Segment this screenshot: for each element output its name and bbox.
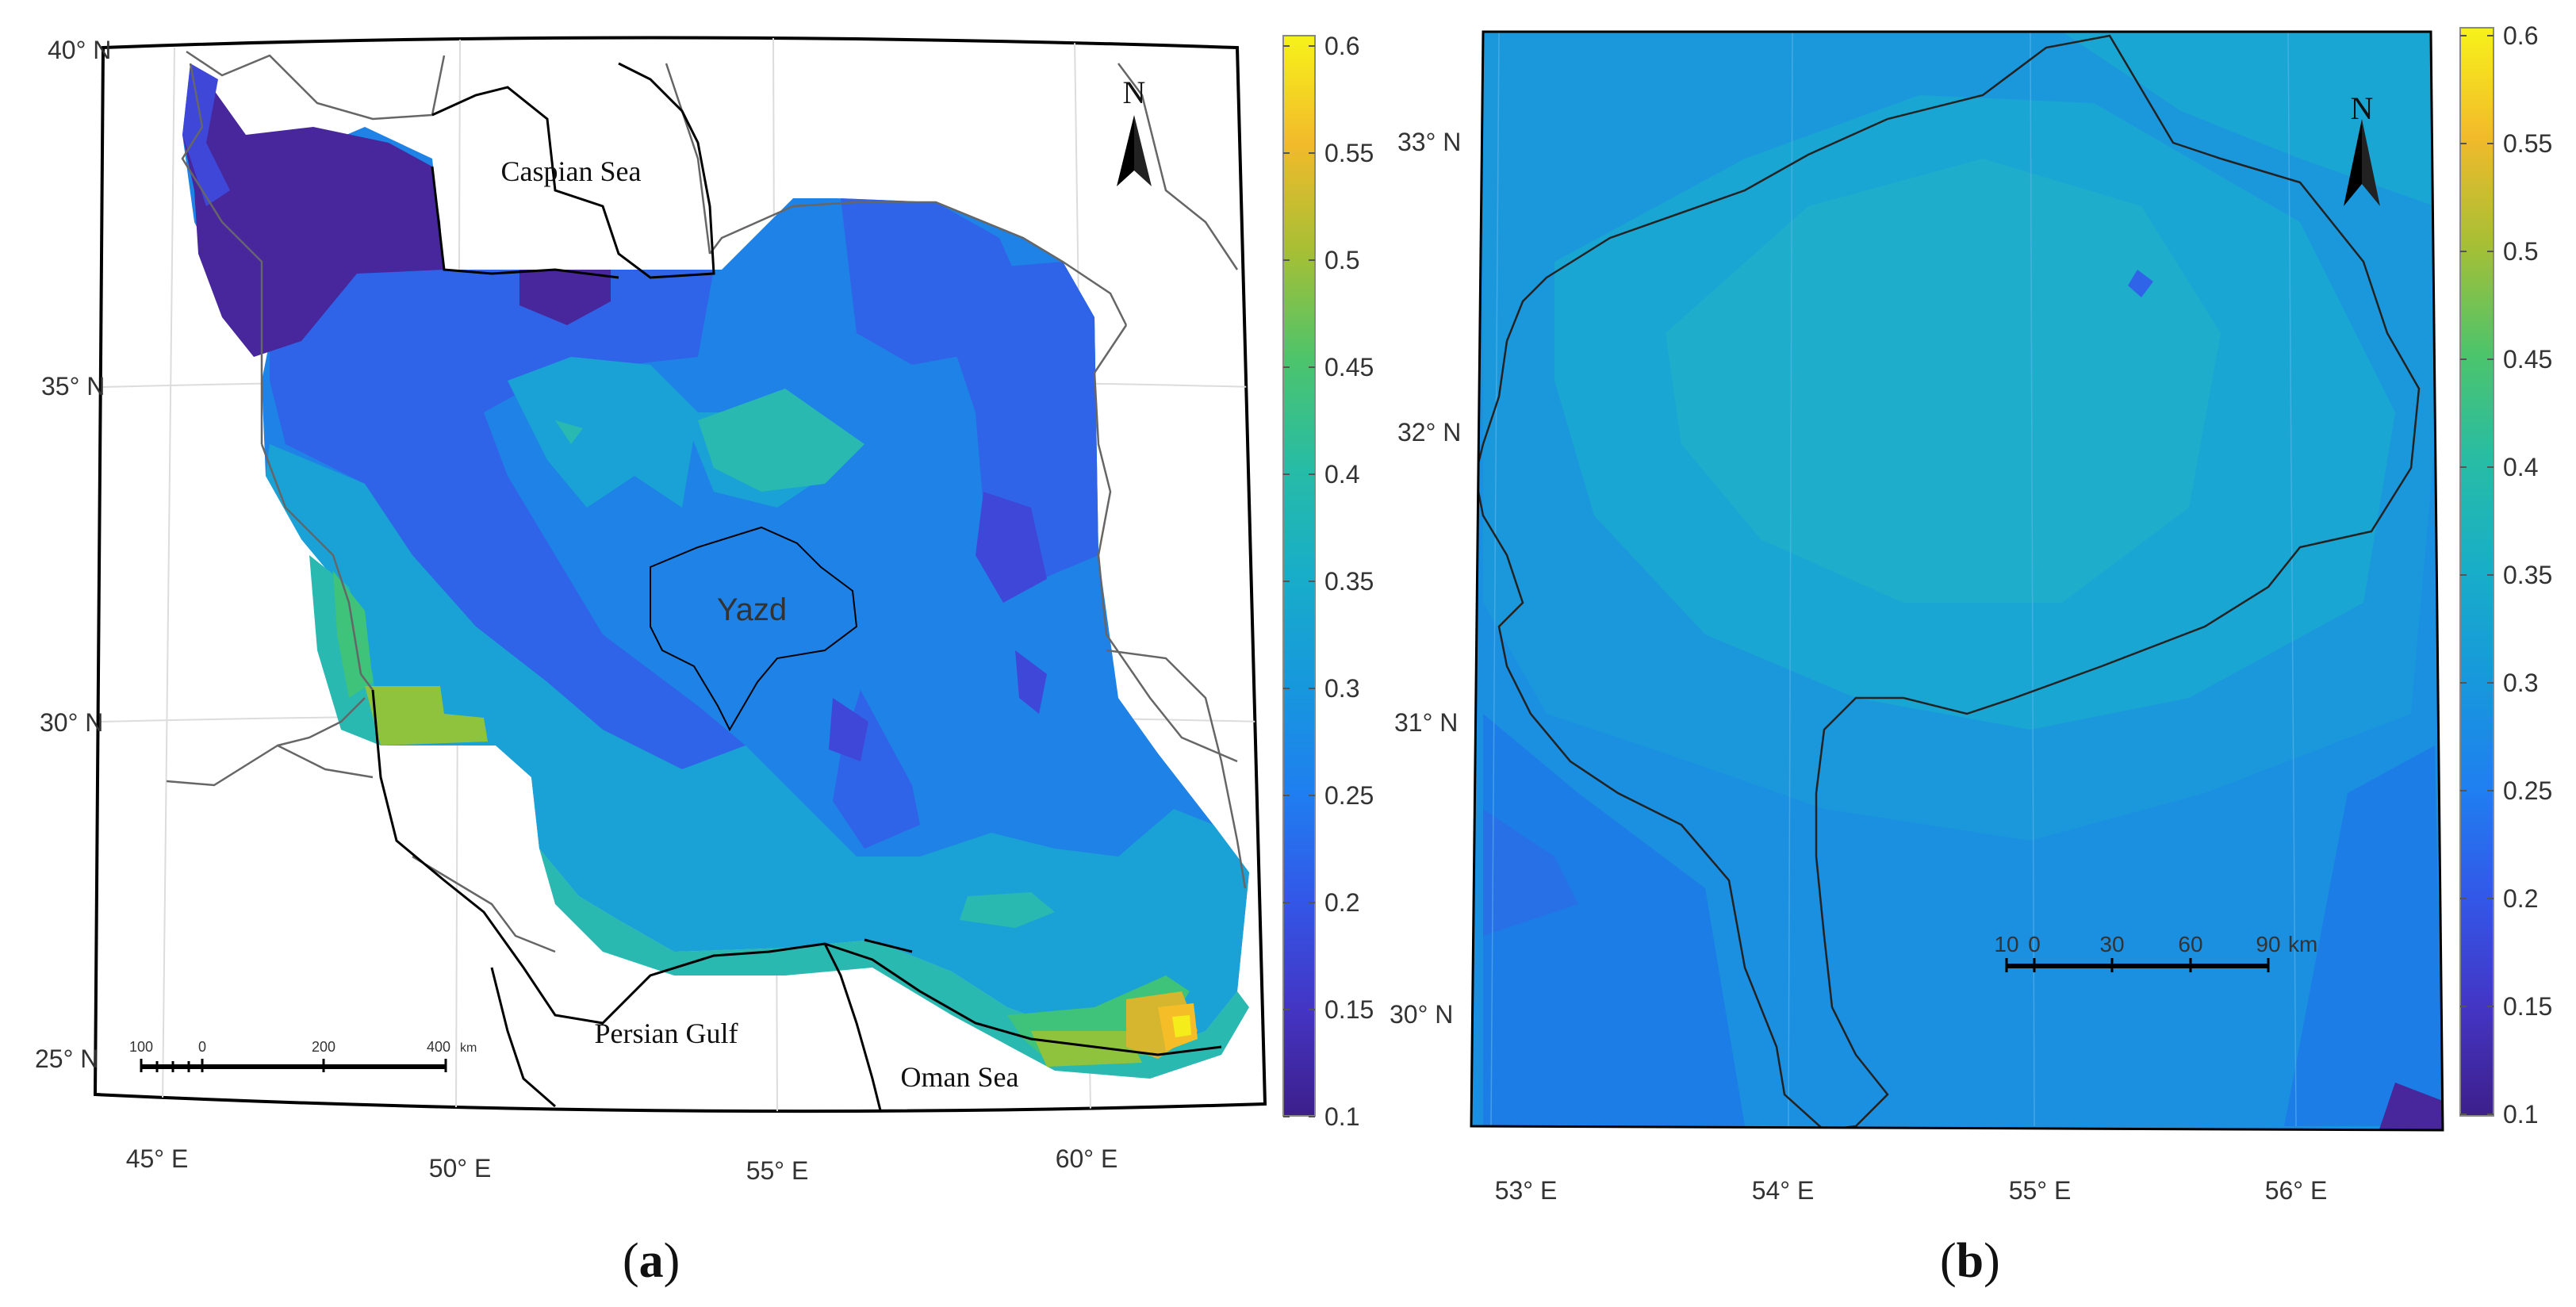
label-caspian-sea: Caspian Sea — [501, 155, 642, 187]
colorbar-tick-label: 0.15 — [2503, 992, 2552, 1021]
panel-b-scalebar: 10 0 30 60 90 km — [1994, 932, 2317, 972]
contour-region-015 — [976, 492, 1047, 603]
panel-a-contour-field — [182, 63, 1249, 1079]
label-yazd: Yazd — [717, 592, 787, 627]
colorbar-tick-label: 0.1 — [1324, 1102, 1359, 1131]
contour-region-060 — [1172, 1015, 1191, 1037]
contour-region-031 — [1666, 159, 2221, 603]
svg-text:km: km — [2288, 932, 2317, 956]
contour-region-010 — [182, 79, 444, 357]
svg-text:0: 0 — [198, 1039, 206, 1055]
panel-a-map: N Caspian Sea Yazd Persian Gulf Oman Sea… — [35, 36, 1267, 1185]
label-oman-sea: Oman Sea — [901, 1061, 1019, 1093]
panel-a-lat-label: 25° N — [35, 1044, 98, 1073]
panel-b-lat-label: 32° N — [1397, 418, 1461, 447]
label-persian-gulf: Persian Gulf — [595, 1018, 738, 1049]
persian-gulf-coastline — [371, 689, 1222, 1056]
panel-b-lon-label: 54° E — [1752, 1176, 1815, 1205]
panel-b-colorbar: 0.6 0.55 0.5 0.45 0.4 0.35 0.3 0.25 0.2 0.15 0.1 — [2459, 21, 2552, 1129]
colorbar-tick-label: 0.2 — [1324, 888, 1359, 917]
panel-b-frame — [1470, 30, 2444, 1132]
colorbar-tick-label: 0.35 — [2503, 561, 2552, 589]
colorbar-tick-label: 0.55 — [1324, 139, 1374, 167]
panel-a-lat-label: 35° N — [41, 372, 105, 401]
panel-b-contour-field — [1483, 32, 2443, 1130]
colorbar-tick-label: 0.6 — [2503, 21, 2538, 50]
colorbar-tick-label: 0.35 — [1324, 567, 1374, 596]
contour-region-035 — [698, 389, 864, 492]
panel-b-north-label: N — [2351, 90, 2374, 126]
contour-region-015 — [1015, 650, 1047, 714]
svg-text:400: 400 — [427, 1039, 450, 1055]
panel-b-north-arrow: N — [2344, 90, 2380, 206]
contour-region-020 — [270, 270, 746, 769]
svg-text:90: 90 — [2256, 932, 2280, 956]
colorbar-tick-label: 0.5 — [2503, 237, 2538, 266]
panel-a-scalebar: 100 0 200 400 km — [129, 1039, 477, 1072]
svg-text:10: 10 — [1994, 932, 2018, 956]
panel-b-lat-label: 31° N — [1394, 708, 1458, 737]
panel-a-north-label: N — [1123, 75, 1146, 110]
contour-region-030 — [2062, 32, 2435, 206]
panel-a-lat-label: 40° N — [48, 36, 111, 64]
panel-b-map: N 10 0 30 60 90 km 33° N 32° N 31° N 30°… — [1390, 30, 2444, 1205]
svg-text:km: km — [460, 1041, 477, 1055]
colorbar-tick-label: 0.5 — [1324, 246, 1359, 274]
colorbar-tick-label: 0.1 — [2503, 1100, 2538, 1129]
contour-region-030 — [508, 357, 698, 508]
colorbar-tick-label: 0.25 — [1324, 781, 1374, 810]
panel-b-lat-label: 30° N — [1390, 1000, 1453, 1029]
yazd-province-outline — [650, 526, 858, 732]
svg-text:200: 200 — [312, 1039, 335, 1055]
colorbar-tick-label: 0.4 — [1324, 460, 1359, 489]
contour-region-040 — [333, 571, 373, 698]
svg-text:100: 100 — [129, 1039, 153, 1055]
panel-a-borders — [166, 50, 1247, 953]
panel-b-lon-label: 56° E — [2265, 1176, 2328, 1205]
svg-text:60: 60 — [2178, 932, 2202, 956]
contour-region-025 — [1483, 714, 1745, 1126]
panel-a-caption: (a) — [623, 1234, 680, 1288]
panel-b-graticule — [1490, 32, 2297, 1127]
panel-a-north-arrow: N — [1117, 75, 1152, 186]
svg-text:30: 30 — [2099, 932, 2124, 956]
contour-region-025 — [2284, 745, 2443, 1126]
colorbar-tick-label: 0.3 — [2503, 669, 2538, 697]
contour-region-015 — [182, 63, 230, 206]
panel-a-lon-label: 60° E — [1056, 1144, 1118, 1173]
panel-a-lon-label: 55° E — [746, 1156, 809, 1185]
svg-text:0: 0 — [2028, 932, 2041, 956]
yazd-province-outline — [1474, 34, 2421, 1130]
panel-a-coastlines — [371, 62, 1222, 1111]
panel-b-caption: (b) — [1940, 1234, 2000, 1288]
colorbar-tick-label: 0.55 — [2503, 129, 2552, 158]
contour-region-020 — [2128, 270, 2153, 297]
caspian-coastline — [431, 62, 715, 279]
panel-b-lat-label: 33° N — [1397, 128, 1461, 156]
colorbar-tick-label: 0.25 — [2503, 776, 2552, 805]
colorbar-tick-label: 0.15 — [1324, 995, 1374, 1024]
contour-region-010 — [2379, 1083, 2443, 1130]
panel-a-lat-label: 30° N — [40, 708, 103, 737]
contour-region-045 — [365, 686, 488, 745]
contour-region-035 — [539, 849, 1249, 1079]
panel-a-colorbar: 0.6 0.55 0.5 0.45 0.4 0.35 0.3 0.25 0.2 0.15 0.1 — [1282, 32, 1374, 1131]
colorbar-tick-label: 0.45 — [1324, 353, 1374, 381]
panel-a-lon-label: 50° E — [429, 1154, 492, 1182]
contour-region-035 — [960, 892, 1055, 928]
contour-region-045 — [1031, 1031, 1142, 1067]
contour-region-010 — [519, 270, 611, 325]
colorbar-tick-label: 0.4 — [2503, 453, 2538, 481]
contour-region-035 — [555, 420, 583, 444]
colorbar-tick-label: 0.6 — [1324, 32, 1359, 60]
colorbar-tick-label: 0.3 — [1324, 674, 1359, 703]
panel-b-lon-label: 55° E — [2009, 1176, 2072, 1205]
contour-region-022 — [1483, 809, 1578, 936]
colorbar-tick-label: 0.2 — [2503, 884, 2538, 913]
colorbar-tick-label: 0.45 — [2503, 345, 2552, 374]
panel-a-lon-label: 45° E — [126, 1144, 189, 1173]
contour-region-015 — [829, 698, 868, 761]
panel-b-lon-label: 53° E — [1495, 1176, 1558, 1205]
